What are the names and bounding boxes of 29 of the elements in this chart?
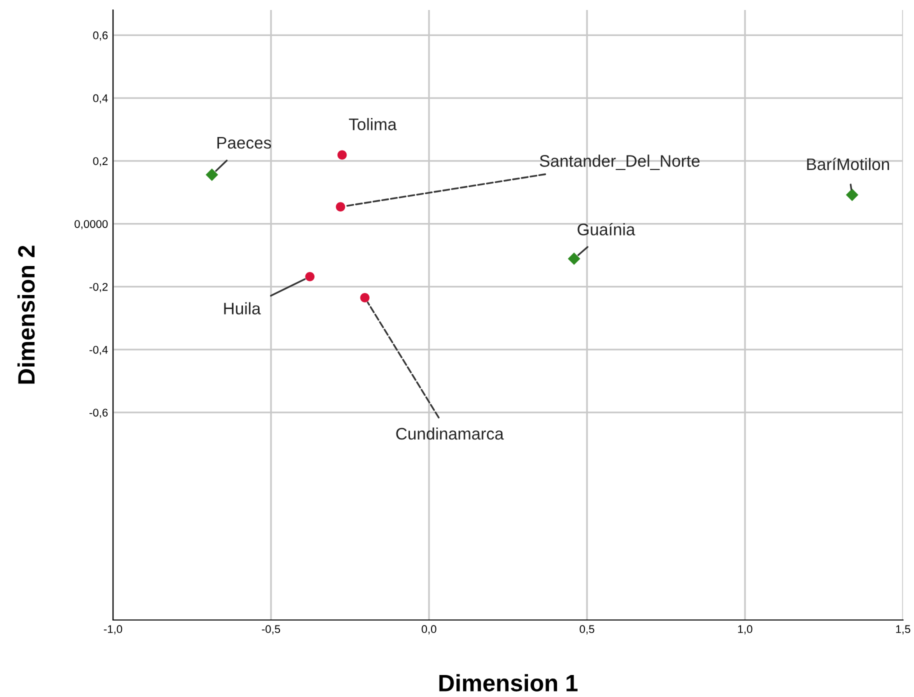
- y-tick-label: 0,6: [93, 31, 108, 41]
- x-axis-title: Dimension 1: [439, 674, 578, 692]
- annotation: BaríMotilon: [807, 158, 890, 170]
- point: [337, 150, 347, 160]
- point: [305, 272, 315, 282]
- y-tick-label: 0,2: [93, 157, 108, 166]
- y-tick-label: 0,0000: [74, 220, 108, 230]
- x-tick-label: 0,5: [580, 625, 594, 634]
- point: [568, 252, 580, 265]
- annotation: Huila: [224, 302, 261, 314]
- y-tick-label: -0,2: [89, 282, 108, 292]
- annotation: Santander_Del_Norte: [540, 154, 700, 170]
- y-tick-label: -0,4: [89, 346, 108, 356]
- x-tick-label: -0,5: [262, 625, 280, 634]
- annotation: Guaínia: [578, 222, 636, 236]
- x-tick-label: 0,0: [422, 625, 436, 634]
- annotation: Cundinamarca: [396, 427, 504, 440]
- annotation: Paeces: [217, 137, 272, 149]
- x-tick-label: -1,0: [104, 625, 122, 634]
- y-tick-label: -0,6: [89, 408, 108, 418]
- y-axis-title: Dimension 2: [17, 246, 35, 384]
- point: [206, 168, 218, 181]
- x-tick-label: 1,5: [896, 625, 910, 634]
- point: [360, 293, 370, 302]
- y-tick-label: 0,4: [93, 94, 108, 104]
- x-tick-label: 1,0: [738, 625, 752, 634]
- annotation: Tolima: [348, 118, 397, 130]
- point: [336, 202, 346, 212]
- point: [846, 188, 858, 202]
